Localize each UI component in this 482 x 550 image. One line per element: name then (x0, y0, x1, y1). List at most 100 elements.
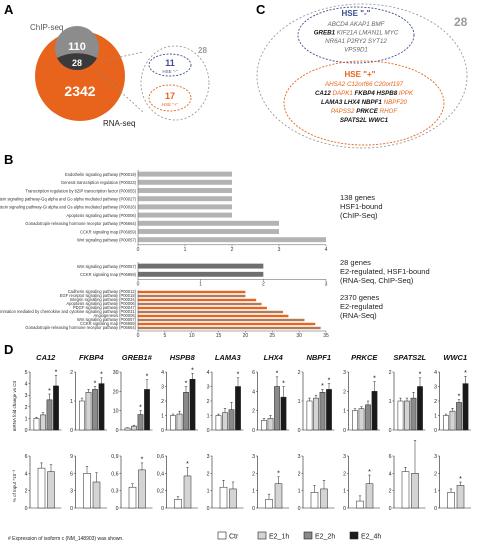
mrna-panel-7: PRKCE 0 1 2 3 * (343, 353, 380, 434)
pathway-bar (138, 271, 264, 277)
y-tick-label: 3 (343, 370, 346, 376)
significance-star: * (459, 476, 462, 483)
panel-a: A ChIP-seq RNA-seq 110 28 2342 28 11 HSE… (0, 0, 240, 140)
x-tick-label: 10 (189, 333, 195, 339)
legend-label: E2_2h (315, 534, 335, 541)
pathway-bar (138, 306, 267, 310)
expression-bar (92, 389, 98, 431)
y-tick-label: 0 (161, 428, 164, 434)
expression-bar (37, 467, 46, 509)
y-tick-label: 4 (25, 382, 28, 388)
c-minus-gene: KIF21A (335, 30, 357, 37)
y-tick-label: 2 (207, 399, 210, 405)
y-tick-label: 0,9 (111, 454, 118, 460)
expression-bar (235, 386, 241, 431)
significance-star: * (277, 471, 280, 478)
mrna-panel-3: HSPB8 0 1 2 3 4 ** (161, 353, 198, 434)
pathway-bar (138, 290, 246, 294)
expression-bar (189, 379, 196, 431)
pathway-label: CCKR signaling map (P06959) (80, 321, 137, 326)
pathway-bar (138, 318, 305, 322)
x-tick-label: 4 (325, 247, 328, 253)
x-tick-label: 35 (323, 333, 329, 339)
outer-ellipse (256, 3, 468, 149)
y-tick-label: 0 (252, 506, 255, 512)
y-tick-label: 4 (207, 370, 210, 376)
y-tick-label: 2 (298, 471, 301, 477)
significance-star: * (146, 374, 149, 381)
y-tick-label: 0,4 (157, 471, 164, 477)
pathway-bar (138, 294, 246, 298)
rna-label: RNA-seq (103, 119, 135, 128)
x-tick-label: 0 (137, 333, 140, 339)
expression-bar (261, 420, 267, 431)
expression-bar (365, 404, 371, 431)
pathway-chart-3: Cadherin signaling pathway (P00012)EGF r… (0, 289, 383, 339)
expression-bar (265, 499, 273, 509)
y-tick-label: 0,6 (111, 471, 118, 477)
expression-bar (410, 397, 417, 431)
expression-bar (40, 414, 46, 431)
gene-title: LAMA3 (215, 353, 242, 362)
expression-bar (310, 492, 319, 509)
pathway-annotation: 28 genes (340, 258, 371, 267)
expression-bar (183, 475, 192, 509)
legend-swatch (349, 531, 359, 540)
y-tick-label: 0 (116, 428, 119, 434)
pathway-bar (138, 229, 279, 234)
pathway-bar (138, 263, 264, 269)
y-tick-label: 0 (70, 506, 73, 512)
significance-star: * (237, 372, 240, 379)
expression-bar (456, 402, 462, 431)
pathway-label: Cadherin signaling pathway (P00012) (68, 289, 137, 294)
c-plus-gene-row: CA12 DAPK1 FKBP4 HSPB8 IPPK (315, 90, 414, 97)
chip-panel-6: 0 1 2 3 (298, 454, 335, 512)
c-plus-gene: HSPB8 (375, 90, 398, 97)
gene-title: GREB1# (122, 353, 153, 362)
expression-bar (447, 492, 455, 509)
c-plus-gene: SPATS2L (340, 117, 367, 124)
c-minus-gene: BMF (370, 21, 386, 28)
c-minus-ellipse (297, 6, 415, 64)
gene-title: NBPF1 (306, 353, 331, 362)
y-tick-label: 3 (343, 454, 346, 460)
expression-bar (356, 500, 364, 509)
significance-star: * (276, 371, 279, 378)
expression-bar (222, 412, 228, 431)
x-tick-label: 2 (262, 281, 265, 287)
gene-list-c: C 28 HSE "-" ABCD4 AKAP1 BMF GREB1 KIF21A… (256, 2, 468, 149)
c-plus-ellipse (283, 60, 445, 146)
significance-star: * (328, 377, 331, 384)
legend: Ctr E2_1h E2_2h E2_4h (217, 531, 381, 541)
expression-bar (358, 408, 365, 431)
y-tick-label: 30 (113, 370, 119, 376)
pathway-annotation: (RNA-Seq) (340, 311, 377, 320)
c-total: 28 (454, 15, 468, 29)
expression-bar (319, 392, 326, 431)
c-plus-gene: WWC1 (367, 117, 389, 124)
y-tick-label: 0 (70, 428, 73, 434)
gene-title: SPATS2L (393, 353, 426, 362)
pathway-label: Transcription regulation by bZIP transcr… (25, 188, 136, 193)
mrna-panel-8: SPATS2L 0 1 2 * (389, 353, 427, 434)
expression-bar (85, 392, 92, 431)
pathway-label: Wnt signaling pathway (P00057) (77, 238, 137, 243)
c-minus-title: HSE "-" (342, 9, 371, 18)
pathway-bar (138, 212, 232, 218)
chip-panel-8: 0 2 4 6 (389, 440, 426, 512)
chip-panel-7: 0 1 2 3 * (343, 454, 380, 512)
expression-bar (144, 389, 150, 431)
significance-star: * (185, 380, 188, 387)
gene-title: PRKCE (351, 353, 378, 362)
legend-label: E2_4h (361, 534, 381, 541)
y-tick-label: 1 (207, 489, 210, 495)
significance-star: * (321, 383, 324, 390)
expression-bar (313, 397, 319, 431)
legend-swatch (303, 531, 313, 540)
expression-bar (79, 400, 85, 431)
chip-panel-0: 0 2 4 6 (25, 454, 62, 512)
y-tick-label: 2 (434, 471, 437, 477)
x-tick-label: 5 (163, 333, 166, 339)
significance-star: * (55, 369, 58, 376)
